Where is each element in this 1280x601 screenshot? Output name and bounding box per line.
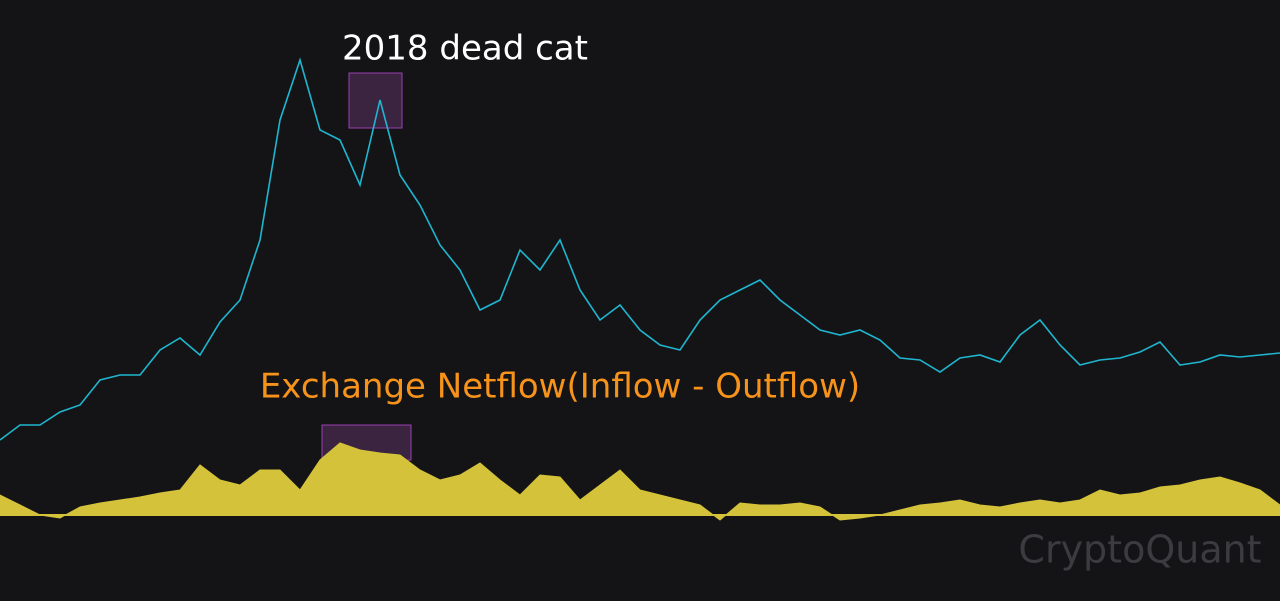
- price-line: [0, 57, 1280, 441]
- netflow-area: [0, 442, 1280, 521]
- annotation: 2018 dead cat: [342, 29, 588, 69]
- watermark: CryptoQuant: [1018, 528, 1261, 572]
- annotation: Exchange Netflow(Inflow - Outflow): [260, 367, 860, 407]
